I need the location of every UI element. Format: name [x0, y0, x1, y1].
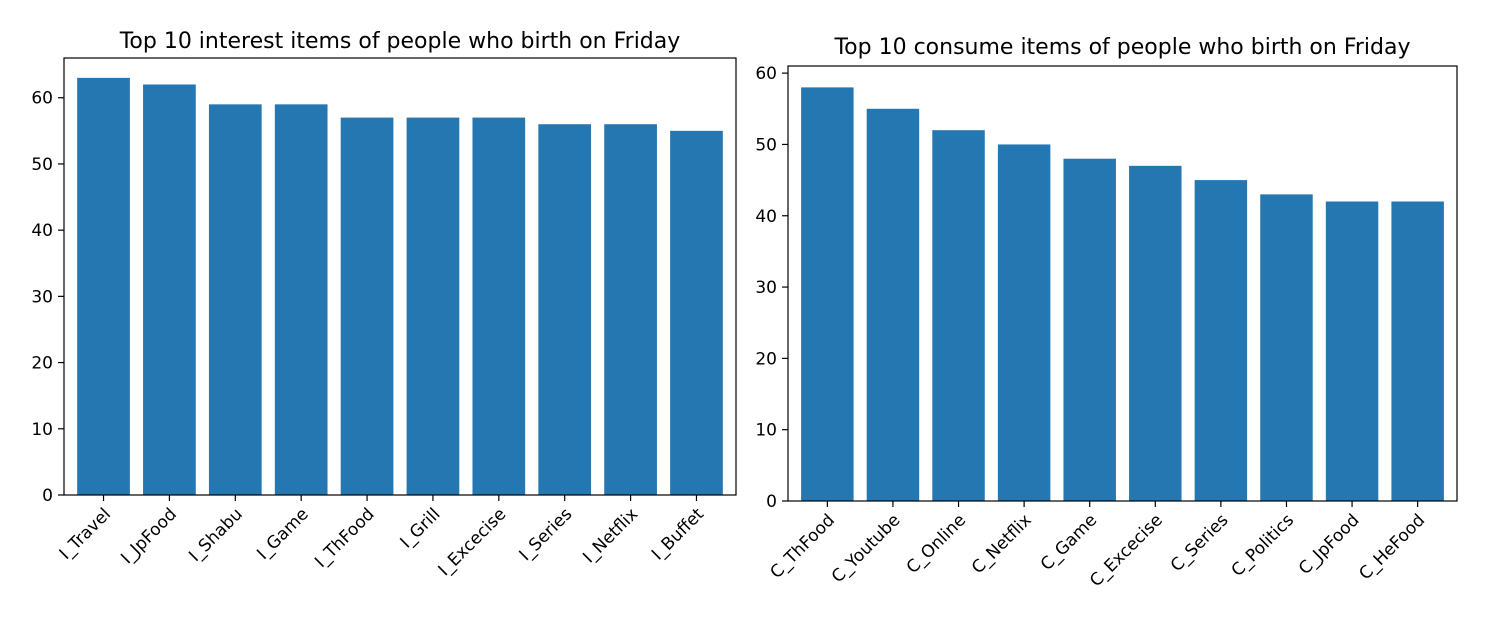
x-tick-label: C_Online: [903, 510, 970, 577]
x-tick-label: I_Grill: [396, 504, 444, 552]
x-tick-label: I_Game: [253, 504, 312, 563]
x-tick-label: I_ThFood: [311, 504, 378, 571]
y-tick-label: 60: [31, 89, 53, 109]
plot-frame: [63, 57, 737, 496]
bar-c-youtube: [866, 108, 920, 501]
bar-c-excecise: [1129, 165, 1182, 501]
bar-i-jpfood: [143, 84, 196, 495]
bar-i-excecise: [472, 117, 526, 495]
consume-items-chart: Top 10 consume items of people who birth…: [755, 35, 1458, 591]
y-tick-label: 50: [755, 135, 777, 155]
y-tick-label: 40: [755, 207, 777, 227]
bar-i-game: [274, 104, 328, 496]
bar-c-politics: [1260, 194, 1313, 501]
x-tick-label: I_Buffet: [648, 504, 708, 564]
chart-title: Top 10 consume items of people who birth…: [833, 35, 1410, 60]
y-tick-label: 20: [755, 349, 777, 369]
y-tick-label: 40: [31, 221, 53, 241]
bar-c-thfood: [801, 87, 854, 502]
bar-i-travel: [77, 77, 130, 495]
bar-group: [77, 77, 723, 496]
y-tick-label: 10: [31, 420, 53, 440]
x-tick-label: I_Travel: [56, 504, 115, 563]
x-tick-label: I_JpFood: [117, 504, 181, 568]
x-tick-label: I_Netflix: [579, 504, 642, 567]
y-tick-label: 10: [755, 421, 777, 441]
bar-c-series: [1194, 180, 1248, 501]
y-tick-label: 30: [31, 287, 53, 307]
x-tick-label: C_HeFood: [1355, 510, 1429, 584]
bar-c-hefood: [1391, 201, 1444, 501]
bar-c-game: [1063, 158, 1116, 501]
bar-c-jpfood: [1325, 201, 1379, 501]
y-axis: 0 10 20 30 40 50 60: [755, 64, 788, 512]
bar-i-netflix: [604, 124, 657, 495]
bar-i-grill: [406, 117, 460, 495]
y-tick-label: 50: [31, 155, 53, 175]
y-axis: 0 10 20 30 40 50 60: [31, 89, 64, 506]
bar-i-shabu: [208, 104, 262, 496]
x-tick-label: C_Game: [1037, 510, 1101, 574]
x-tick-label: C_Politics: [1228, 510, 1298, 580]
x-tick-label: C_Series: [1167, 510, 1233, 576]
y-tick-label: 20: [31, 354, 53, 374]
bar-i-thfood: [340, 117, 394, 495]
x-tick-label: I_Excecise: [435, 504, 511, 580]
bar-i-series: [538, 124, 592, 495]
x-tick-label: C_Youtube: [828, 510, 905, 587]
y-tick-label: 0: [766, 492, 777, 512]
interest-items-chart: Top 10 interest items of people who birt…: [31, 29, 737, 580]
bar-group: [801, 87, 1444, 502]
x-tick-label: C_JpFood: [1295, 510, 1364, 579]
plot-frame: [787, 65, 1458, 502]
bar-c-online: [932, 130, 985, 501]
bar-i-buffet: [670, 130, 723, 496]
y-tick-label: 0: [42, 486, 53, 506]
x-tick-label: I_Series: [516, 504, 577, 565]
x-tick-label: I_Shabu: [185, 504, 247, 566]
chart-title: Top 10 interest items of people who birt…: [119, 29, 681, 54]
x-tick-label: C_Netflix: [968, 510, 1036, 578]
y-tick-label: 60: [755, 64, 777, 84]
bar-c-netflix: [997, 144, 1051, 501]
y-tick-label: 30: [755, 278, 777, 298]
